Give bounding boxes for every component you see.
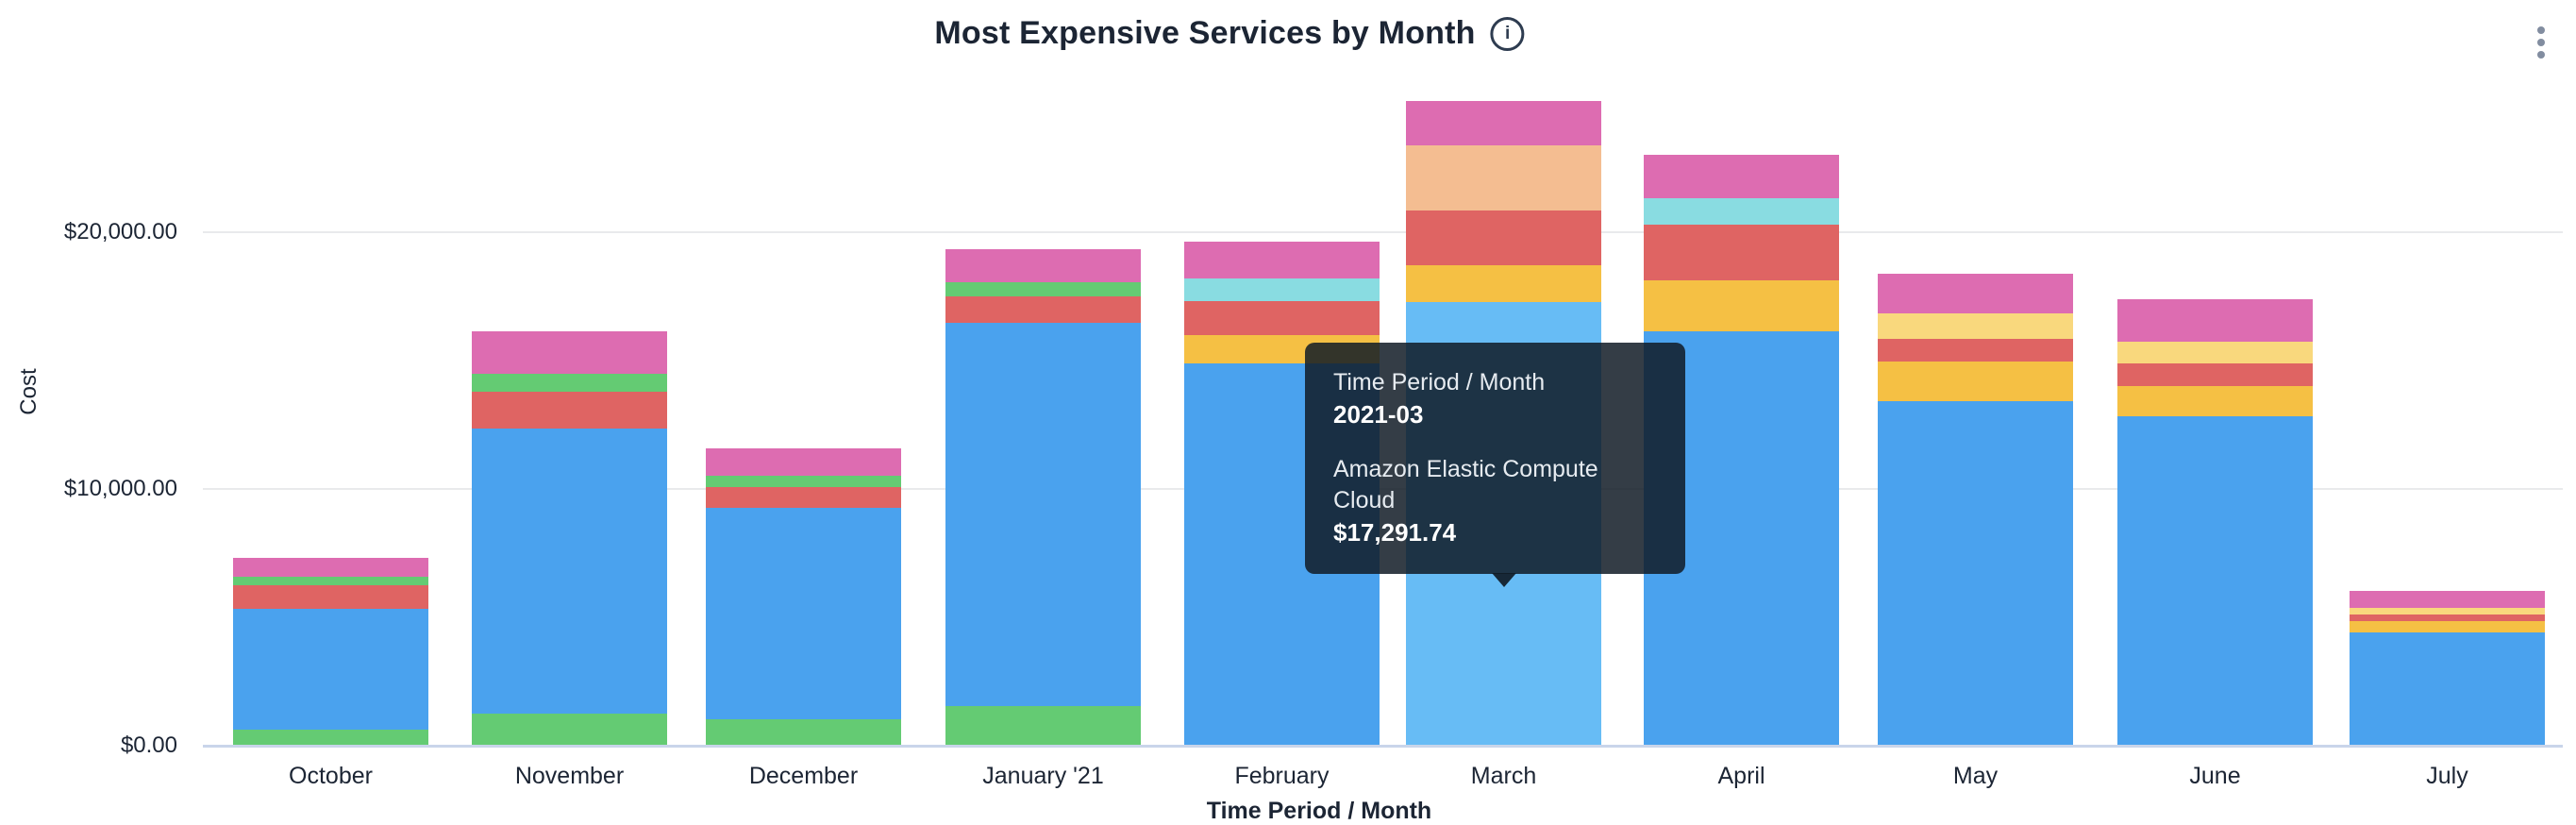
tooltip: Time Period / Month 2021-03 Amazon Elast… — [1305, 343, 1685, 587]
bar-segment[interactable] — [1184, 278, 1380, 302]
bar-segment[interactable] — [945, 296, 1141, 323]
tooltip-dimension-label: Time Period / Month — [1333, 369, 1546, 396]
bar-segment[interactable] — [2117, 298, 2313, 342]
x-axis-label: October — [289, 763, 373, 789]
bar-june[interactable] — [2117, 298, 2313, 746]
tooltip-pointer-icon — [1492, 573, 1516, 587]
bar-november[interactable] — [472, 330, 667, 746]
bar-segment[interactable] — [472, 713, 667, 746]
y-axis-title: Cost — [16, 368, 42, 415]
bar-segment[interactable] — [1878, 339, 2073, 362]
info-icon-glyph: i — [1504, 24, 1511, 43]
x-axis-label: December — [748, 763, 859, 789]
tooltip-series-value: $17,291.74 — [1333, 518, 1457, 547]
bar-december[interactable] — [706, 447, 901, 746]
y-axis-tick-label: $20,000.00 — [63, 219, 177, 244]
bar-segment[interactable] — [706, 447, 901, 477]
bar-segment[interactable] — [2117, 386, 2313, 416]
bar-segment[interactable] — [233, 557, 428, 578]
bar-segment[interactable] — [2350, 591, 2545, 609]
bar-segment[interactable] — [2117, 363, 2313, 387]
bar-july[interactable] — [2350, 591, 2545, 746]
kebab-dot — [2537, 51, 2545, 59]
x-axis-label: May — [1952, 763, 1999, 789]
bar-segment[interactable] — [706, 507, 901, 720]
chart-header: Most Expensive Services by Month i — [934, 15, 1525, 52]
bar-segment[interactable] — [1406, 210, 1601, 265]
bar-january-21[interactable] — [945, 249, 1141, 746]
x-axis-label: November — [514, 763, 625, 789]
bar-segment[interactable] — [472, 330, 667, 375]
gridline — [203, 231, 2563, 233]
bar-may[interactable] — [1878, 274, 2073, 746]
bar-segment[interactable] — [1184, 242, 1380, 279]
bar-segment[interactable] — [472, 374, 667, 393]
kebab-dot — [2537, 39, 2545, 46]
bar-segment[interactable] — [945, 322, 1141, 706]
bar-segment[interactable] — [2350, 631, 2545, 746]
bar-segment[interactable] — [2350, 608, 2545, 615]
y-axis-tick-label: $0.00 — [120, 732, 177, 758]
bar-october[interactable] — [233, 557, 428, 746]
kebab-dot — [2537, 26, 2545, 34]
bar-segment[interactable] — [706, 486, 901, 508]
bar-segment[interactable] — [233, 609, 428, 730]
bar-segment[interactable] — [2117, 415, 2313, 746]
bar-segment[interactable] — [1878, 362, 2073, 402]
bar-segment[interactable] — [945, 282, 1141, 297]
x-axis-label: January '21 — [982, 763, 1104, 789]
x-axis-label: June — [2189, 763, 2241, 789]
bar-segment[interactable] — [1406, 101, 1601, 146]
bar-segment[interactable] — [472, 392, 667, 429]
bar-segment[interactable] — [1644, 224, 1839, 280]
bar-segment[interactable] — [233, 730, 428, 746]
kebab-menu-icon[interactable] — [2525, 26, 2557, 83]
bar-segment[interactable] — [706, 476, 901, 487]
bar-segment[interactable] — [233, 585, 428, 610]
bar-segment[interactable] — [945, 705, 1141, 746]
bar-segment[interactable] — [1644, 279, 1839, 332]
chart-title: Most Expensive Services by Month — [934, 15, 1476, 51]
tooltip-dimension-value: 2021-03 — [1333, 400, 1424, 429]
bar-segment[interactable] — [2350, 614, 2545, 622]
bar-segment[interactable] — [1644, 155, 1839, 199]
bar-segment[interactable] — [1406, 264, 1601, 302]
tooltip-series-label: Amazon Elastic Compute Cloud — [1333, 456, 1598, 514]
bar-segment[interactable] — [1644, 198, 1839, 225]
bar-segment[interactable] — [2117, 341, 2313, 364]
info-icon[interactable]: i — [1490, 16, 1525, 51]
bar-segment[interactable] — [1184, 301, 1380, 336]
bar-segment[interactable] — [2350, 621, 2545, 632]
x-axis-label: July — [2426, 763, 2468, 789]
bar-segment[interactable] — [1878, 401, 2073, 746]
bar-segment[interactable] — [1878, 312, 2073, 340]
x-axis-title: Time Period / Month — [1206, 798, 1432, 824]
bar-segment[interactable] — [1406, 145, 1601, 210]
x-axis-label: February — [1234, 763, 1330, 789]
bar-segment[interactable] — [1878, 274, 2073, 313]
bar-segment[interactable] — [233, 577, 428, 586]
bar-segment[interactable] — [472, 428, 667, 714]
x-axis-label: March — [1470, 763, 1537, 789]
x-axis-line — [203, 745, 2563, 748]
x-axis-label: April — [1717, 763, 1765, 789]
bar-segment[interactable] — [945, 249, 1141, 283]
bar-segment[interactable] — [706, 719, 901, 746]
y-axis-tick-label: $10,000.00 — [63, 476, 177, 501]
